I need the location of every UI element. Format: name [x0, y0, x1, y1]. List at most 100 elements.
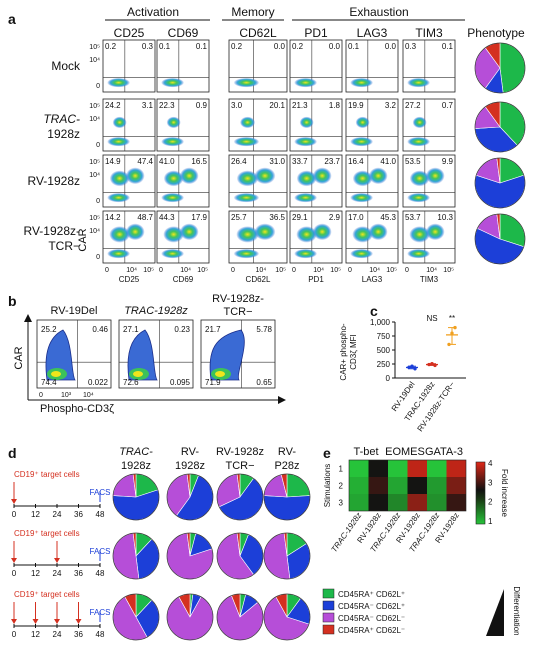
quadrant-value-ul: 0.2 [231, 42, 243, 51]
d-facs-label: FACS [90, 547, 111, 556]
density-blob [296, 170, 317, 187]
d-time-tick-label: 36 [74, 510, 83, 519]
panel-e-label: e [323, 445, 331, 461]
pie-outline [112, 593, 160, 641]
d-column-header: TRAC- [119, 446, 153, 458]
quadrant-value-ur: 31.0 [269, 157, 285, 166]
e-heatmap-cell [368, 494, 388, 511]
e-colorbar-tick: 1 [488, 517, 493, 526]
d-column-header: RV-1928z [216, 446, 264, 458]
d-target-cells-label: CD19⁺ target cells [14, 590, 80, 599]
quadrant-value-ur: 45.3 [380, 213, 396, 222]
quadrant-value-ur: 3.1 [142, 101, 154, 110]
e-heatmap-cell [407, 477, 427, 494]
pie-outline [263, 593, 311, 641]
c-data-point [453, 325, 457, 330]
density-blob [355, 116, 370, 129]
a-x-tick: 10⁵ [443, 267, 454, 274]
density-blob [407, 77, 431, 88]
quadrant-value-ur: 20.1 [269, 101, 285, 110]
d-pie [216, 473, 264, 521]
group-exhaustion: Exhaustion [349, 5, 408, 19]
density-blob [107, 248, 131, 259]
quadrant-value-ul: 27.2 [405, 101, 421, 110]
quadrant-value-ul: 29.1 [292, 213, 308, 222]
d-time-tick-label: 48 [96, 569, 105, 578]
density-blob [350, 136, 374, 147]
a-y-tick: 10⁴ [89, 172, 100, 179]
column-header-cd69: CD69 [168, 26, 199, 40]
b-x-tick: 10³ [61, 392, 72, 399]
d-time-tick-label: 24 [53, 510, 62, 519]
e-group-label: GATA-3 [425, 446, 463, 458]
quadrant-value-ul: 0.2 [292, 42, 304, 51]
density-blob [236, 226, 259, 243]
pie-outline [216, 532, 264, 580]
quadrant-value-ur: 0.9 [196, 101, 208, 110]
d-pie [166, 593, 214, 641]
c-data-point [410, 364, 414, 368]
d-column-header-line2: P28z [274, 460, 299, 472]
a-y-tick: 10⁴ [89, 116, 100, 123]
e-heatmap-cell [388, 477, 408, 494]
phenotype-pie [474, 101, 526, 153]
b-quadrant-lr: 0.65 [256, 378, 272, 387]
panel-c-mfi-chart: 0 250 500 750 1,000 CAR+ phospho- CD3ζ MFI RV-1… [339, 314, 466, 433]
d-stimulation-arrowhead [75, 619, 82, 624]
phenotype-pie [474, 157, 526, 209]
d-time-tick-label: 36 [74, 630, 83, 639]
quadrant-value-ur: 1.8 [329, 101, 341, 110]
b-x-axis-label: Phospho-CD3ζ [40, 403, 114, 415]
legend-label: CD45RA⁻ CD62L⁺ [338, 602, 405, 611]
panel-a-phenotype-pies [474, 42, 526, 265]
density-blob [254, 167, 276, 185]
density-blob [161, 248, 185, 259]
row-label: RV-1928z [28, 174, 80, 188]
b-plot-title: RV-19Del [51, 305, 98, 317]
a-x-tick: 10⁵ [143, 267, 154, 274]
quadrant-value-ul: 53.7 [405, 213, 421, 222]
d-pie [263, 532, 311, 580]
density-blob [236, 170, 259, 187]
pie-outline [166, 532, 214, 580]
density-blob [233, 136, 260, 147]
differentiation-wedge [486, 589, 504, 636]
quadrant-value-ur: 17.9 [191, 213, 207, 222]
pie-outline [216, 473, 264, 521]
differentiation-label: Differentiation [512, 586, 521, 635]
a-x-tick: 10⁵ [386, 267, 397, 274]
e-row-label: 2 [339, 482, 344, 491]
a-y-tick: 0 [96, 198, 100, 205]
pie-outline [474, 213, 526, 265]
phenotype-pie [474, 42, 526, 94]
a-x-tick: 10⁴ [180, 267, 191, 274]
c-y-tick-label: 250 [377, 360, 391, 369]
d-pie [166, 532, 214, 580]
row-label-line2: TCR− [48, 239, 80, 253]
column-header-cd62l: CD62L [239, 26, 277, 40]
c-significance-star: ** [449, 314, 455, 323]
density-blob [407, 136, 431, 147]
e-group-label: T-bet [353, 446, 378, 458]
c-y-tick-label: 500 [377, 346, 391, 355]
quadrant-value-ur: 41.0 [380, 157, 396, 166]
density-blob [294, 136, 318, 147]
quadrant-value-ur: 0.0 [274, 42, 286, 51]
d-stimulation-arrowhead [11, 558, 17, 563]
density-blob [109, 170, 130, 187]
pie-slice [499, 42, 526, 94]
d-time-tick-label: 48 [96, 510, 105, 519]
density-blob [407, 192, 431, 203]
d-column-header-line2: 1928z [121, 460, 151, 472]
a-x-axis-label: LAG3 [362, 275, 383, 284]
e-heatmap-cell [349, 460, 369, 477]
a-y-tick: 10⁴ [89, 57, 100, 64]
quadrant-value-ur: 3.2 [385, 101, 397, 110]
column-header-lag3: LAG3 [357, 26, 388, 40]
quadrant-value-ur: 10.3 [437, 213, 453, 222]
b-plot-title: TRAC-1928z [124, 305, 188, 317]
panel-c-label: c [370, 303, 378, 319]
d-timeline: CD19⁺ target cells 0 12 24 36 48 FACS [11, 590, 110, 639]
d-timeline: CD19⁺ target cells 0 12 24 36 48 FACS [11, 529, 110, 578]
